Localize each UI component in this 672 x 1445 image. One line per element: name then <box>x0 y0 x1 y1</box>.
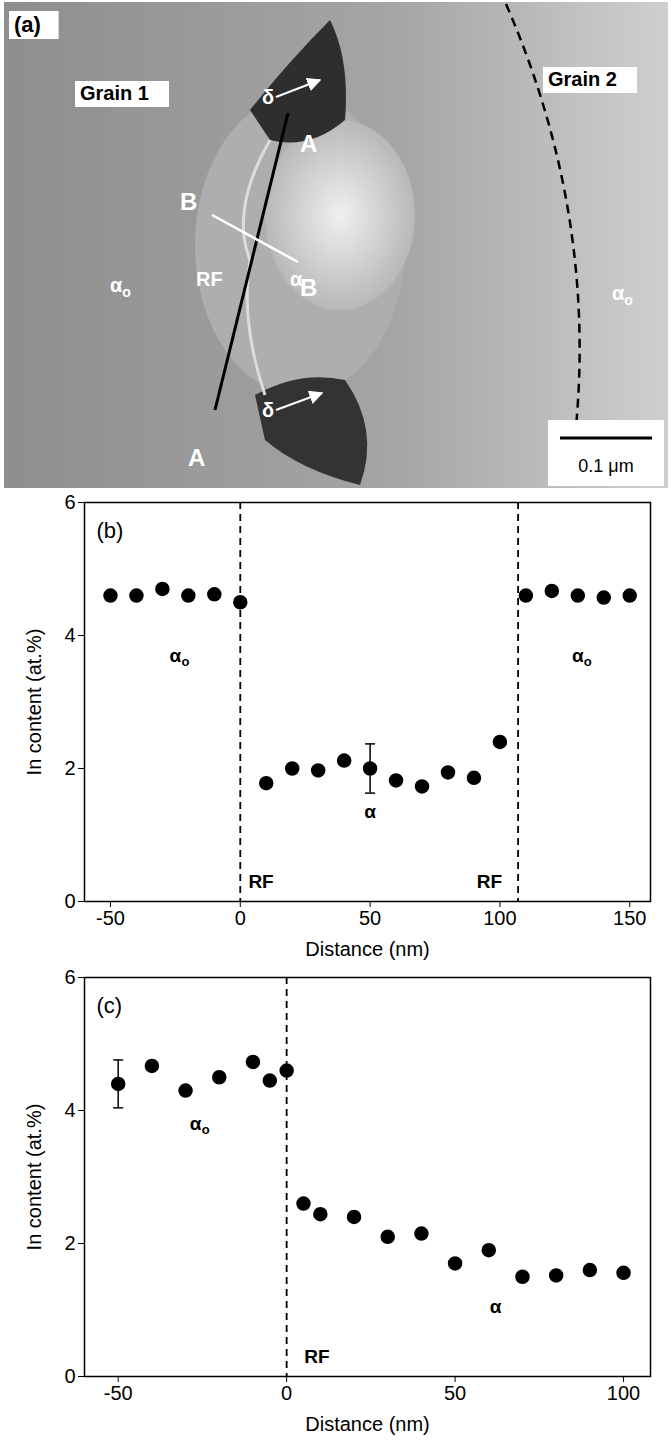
svg-text:2: 2 <box>64 1232 75 1254</box>
svg-text:o: o <box>584 654 592 669</box>
svg-text:4: 4 <box>64 1099 75 1121</box>
svg-text:100: 100 <box>483 907 516 929</box>
svg-text:A: A <box>188 444 205 471</box>
svg-text:δ: δ <box>262 86 274 108</box>
svg-text:0: 0 <box>281 1382 292 1404</box>
svg-text:α: α <box>170 645 182 666</box>
svg-text:-50: -50 <box>104 1382 133 1404</box>
svg-text:α: α <box>364 801 376 822</box>
svg-text:Distance (nm): Distance (nm) <box>305 938 429 960</box>
svg-text:RF: RF <box>304 1346 329 1367</box>
svg-text:RF: RF <box>196 268 223 290</box>
svg-text:RF: RF <box>477 871 502 892</box>
svg-text:B: B <box>180 188 197 215</box>
svg-text:2: 2 <box>64 757 75 779</box>
svg-text:α: α <box>190 1113 202 1134</box>
svg-text:-50: -50 <box>96 907 125 929</box>
svg-text:0: 0 <box>64 890 75 912</box>
svg-text:RF: RF <box>248 871 273 892</box>
svg-text:50: 50 <box>359 907 381 929</box>
svg-text:αo: αo <box>110 274 131 300</box>
svg-text:In content (at.%): In content (at.%) <box>23 629 45 776</box>
svg-text:4: 4 <box>64 624 75 646</box>
svg-text:0.1 μm: 0.1 μm <box>578 456 633 476</box>
svg-text:α: α <box>572 645 584 666</box>
svg-text:(b): (b) <box>97 518 124 543</box>
svg-text:50: 50 <box>444 1382 466 1404</box>
svg-text:α: α <box>290 268 303 290</box>
svg-text:α: α <box>490 1296 502 1317</box>
svg-text:αo: αo <box>612 282 633 308</box>
svg-text:Grain 2: Grain 2 <box>548 68 617 90</box>
svg-text:In content (at.%): In content (at.%) <box>23 1104 45 1251</box>
svg-text:100: 100 <box>607 1382 640 1404</box>
svg-text:6: 6 <box>64 491 75 513</box>
svg-text:o: o <box>181 654 189 669</box>
svg-text:0: 0 <box>64 1365 75 1387</box>
svg-text:A: A <box>300 130 317 157</box>
svg-text:B: B <box>300 274 317 301</box>
svg-text:o: o <box>202 1122 210 1137</box>
svg-text:(a): (a) <box>14 12 41 37</box>
svg-text:Grain 1: Grain 1 <box>80 82 149 104</box>
svg-text:150: 150 <box>613 907 646 929</box>
svg-text:(c): (c) <box>97 993 123 1018</box>
svg-text:0: 0 <box>235 907 246 929</box>
svg-text:Distance (nm): Distance (nm) <box>305 1413 429 1435</box>
svg-text:6: 6 <box>64 966 75 988</box>
svg-text:δ: δ <box>262 399 274 421</box>
